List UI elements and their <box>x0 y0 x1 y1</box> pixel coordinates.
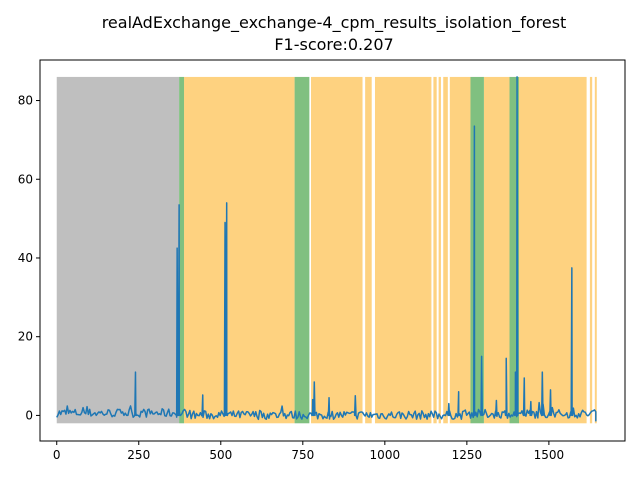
y-axis: 0 20 40 60 80 <box>18 94 40 422</box>
anomaly-window-0 <box>179 76 185 424</box>
probation-region-0 <box>56 76 180 424</box>
anomaly-window-1 <box>294 76 310 424</box>
detection-region-9 <box>519 76 587 424</box>
detection-region-7 <box>449 76 471 424</box>
detection-region-3 <box>374 76 432 424</box>
detection-region-2 <box>365 76 372 424</box>
series-line <box>56 76 597 422</box>
x-tick-label: 500 <box>209 448 232 462</box>
y-tick-label: 60 <box>18 172 33 186</box>
detection-region-6 <box>443 76 448 424</box>
detection-region-10 <box>589 76 593 424</box>
chart-subtitle: F1-score:0.207 <box>274 35 393 54</box>
x-tick-label: 0 <box>53 448 61 462</box>
anomaly-window-3 <box>509 76 520 424</box>
x-tick-label: 1000 <box>370 448 401 462</box>
y-tick-label: 40 <box>18 251 33 265</box>
detection-region-11 <box>594 76 597 424</box>
chart-title: realAdExchange_exchange-4_cpm_results_is… <box>102 13 567 33</box>
detection-region-1 <box>311 76 363 424</box>
detection-region-0 <box>184 76 295 424</box>
x-axis: 0 250 500 750 1000 1250 1500 <box>53 441 564 462</box>
x-tick-label: 250 <box>127 448 150 462</box>
y-tick-label: 20 <box>18 330 33 344</box>
highlight-regions <box>56 76 597 424</box>
series-layer <box>56 76 597 422</box>
detection-region-5 <box>438 76 441 424</box>
y-tick-label: 0 <box>25 408 33 422</box>
x-tick-label: 750 <box>291 448 314 462</box>
detection-region-8 <box>483 76 510 424</box>
x-tick-label: 1500 <box>534 448 565 462</box>
plot-frame <box>39 59 626 442</box>
detection-region-4 <box>433 76 437 424</box>
x-tick-label: 1250 <box>452 448 483 462</box>
y-tick-label: 80 <box>18 94 33 108</box>
